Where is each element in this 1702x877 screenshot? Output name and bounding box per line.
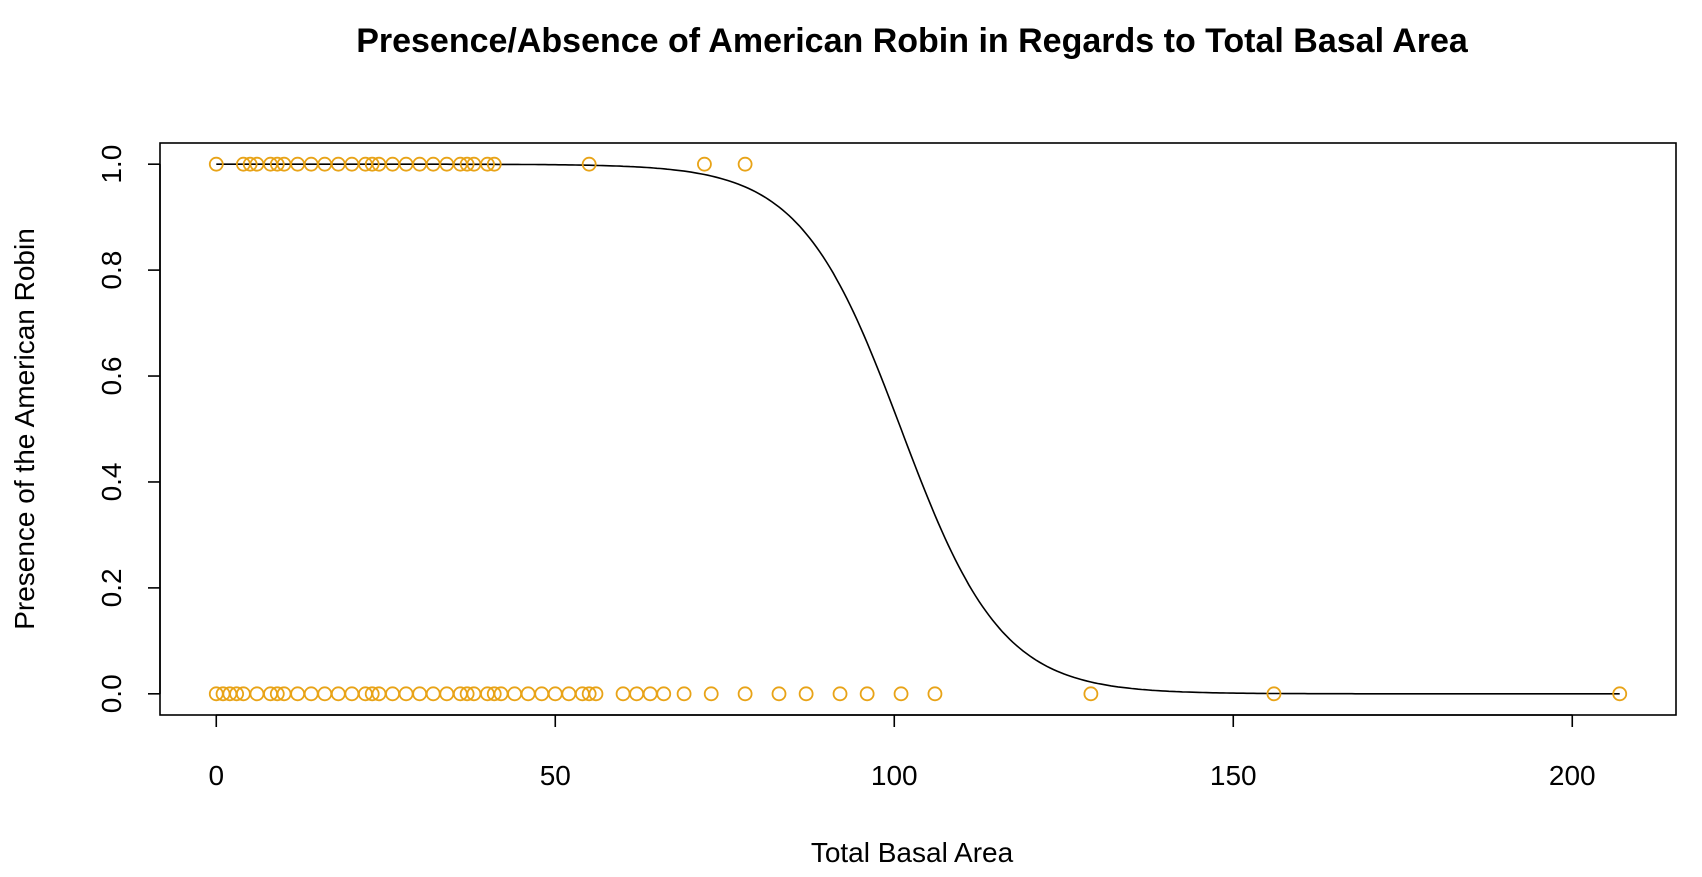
- data-point: [229, 686, 245, 702]
- x-tick-label: 0: [208, 760, 224, 791]
- data-point: [737, 686, 753, 702]
- data-point: [242, 156, 258, 172]
- data-point: [737, 156, 753, 172]
- data-point: [303, 686, 319, 702]
- data-point: [615, 686, 631, 702]
- data-point: [581, 156, 597, 172]
- data-point: [642, 686, 658, 702]
- data-point: [676, 686, 692, 702]
- data-point: [364, 686, 380, 702]
- y-tick-label: 0.0: [96, 674, 127, 713]
- data-point: [507, 686, 522, 702]
- data-point: [364, 156, 380, 172]
- data-point: [439, 686, 455, 702]
- data-point: [385, 686, 400, 702]
- data-point: [656, 686, 672, 702]
- data-point: [703, 686, 719, 702]
- data-point: [520, 686, 536, 702]
- x-tick-label: 150: [1210, 760, 1257, 791]
- data-point: [697, 156, 712, 172]
- data-point: [547, 686, 563, 702]
- data-point: [480, 156, 495, 172]
- data-point: [798, 686, 814, 702]
- data-point: [1612, 686, 1628, 702]
- data-point: [344, 686, 360, 702]
- y-axis: 0.0 0.2 0.4 0.6 0.8 1.0: [96, 145, 161, 713]
- data-point: [317, 686, 333, 702]
- x-axis-label: Total Basal Area: [811, 837, 1014, 868]
- y-axis-label: Presence of the American Robin: [9, 228, 40, 630]
- data-point: [425, 686, 441, 702]
- data-point: [561, 686, 577, 702]
- data-point: [771, 686, 787, 702]
- x-tick-label: 50: [540, 760, 571, 791]
- chart-title: Presence/Absence of American Robin in Re…: [356, 22, 1469, 60]
- data-point: [486, 686, 502, 702]
- fit-curve: [216, 163, 1620, 695]
- data-point: [398, 686, 414, 702]
- data-point: [459, 686, 475, 702]
- x-tick-label: 100: [871, 760, 918, 791]
- y-tick-label: 1.0: [96, 145, 127, 184]
- data-point: [269, 686, 285, 702]
- data-point: [290, 686, 306, 702]
- data-point: [459, 156, 475, 172]
- data-point: [927, 686, 943, 702]
- data-point: [859, 686, 875, 702]
- data-point: [581, 686, 597, 702]
- x-tick-label: 200: [1549, 760, 1596, 791]
- data-point: [1266, 686, 1282, 702]
- data-point: [588, 686, 604, 702]
- data-point: [1083, 686, 1099, 702]
- y-tick-label: 0.6: [96, 357, 127, 396]
- data-point: [832, 686, 848, 702]
- plot-frame: [159, 142, 1677, 716]
- fit-layer: [216, 163, 1620, 695]
- y-tick-label: 0.8: [96, 251, 127, 290]
- data-point: [208, 156, 224, 172]
- data-point: [629, 686, 645, 702]
- y-tick-label: 0.4: [96, 462, 127, 501]
- data-point: [412, 686, 428, 702]
- x-axis: 0 50 100 150 200: [208, 714, 1596, 791]
- y-tick-label: 0.2: [96, 568, 127, 607]
- data-point: [534, 686, 550, 702]
- data-point: [269, 156, 285, 172]
- data-point: [330, 686, 346, 702]
- data-point: [249, 686, 265, 702]
- data-point: [486, 156, 502, 172]
- data-point: [893, 686, 909, 702]
- points-layer: [208, 156, 1628, 702]
